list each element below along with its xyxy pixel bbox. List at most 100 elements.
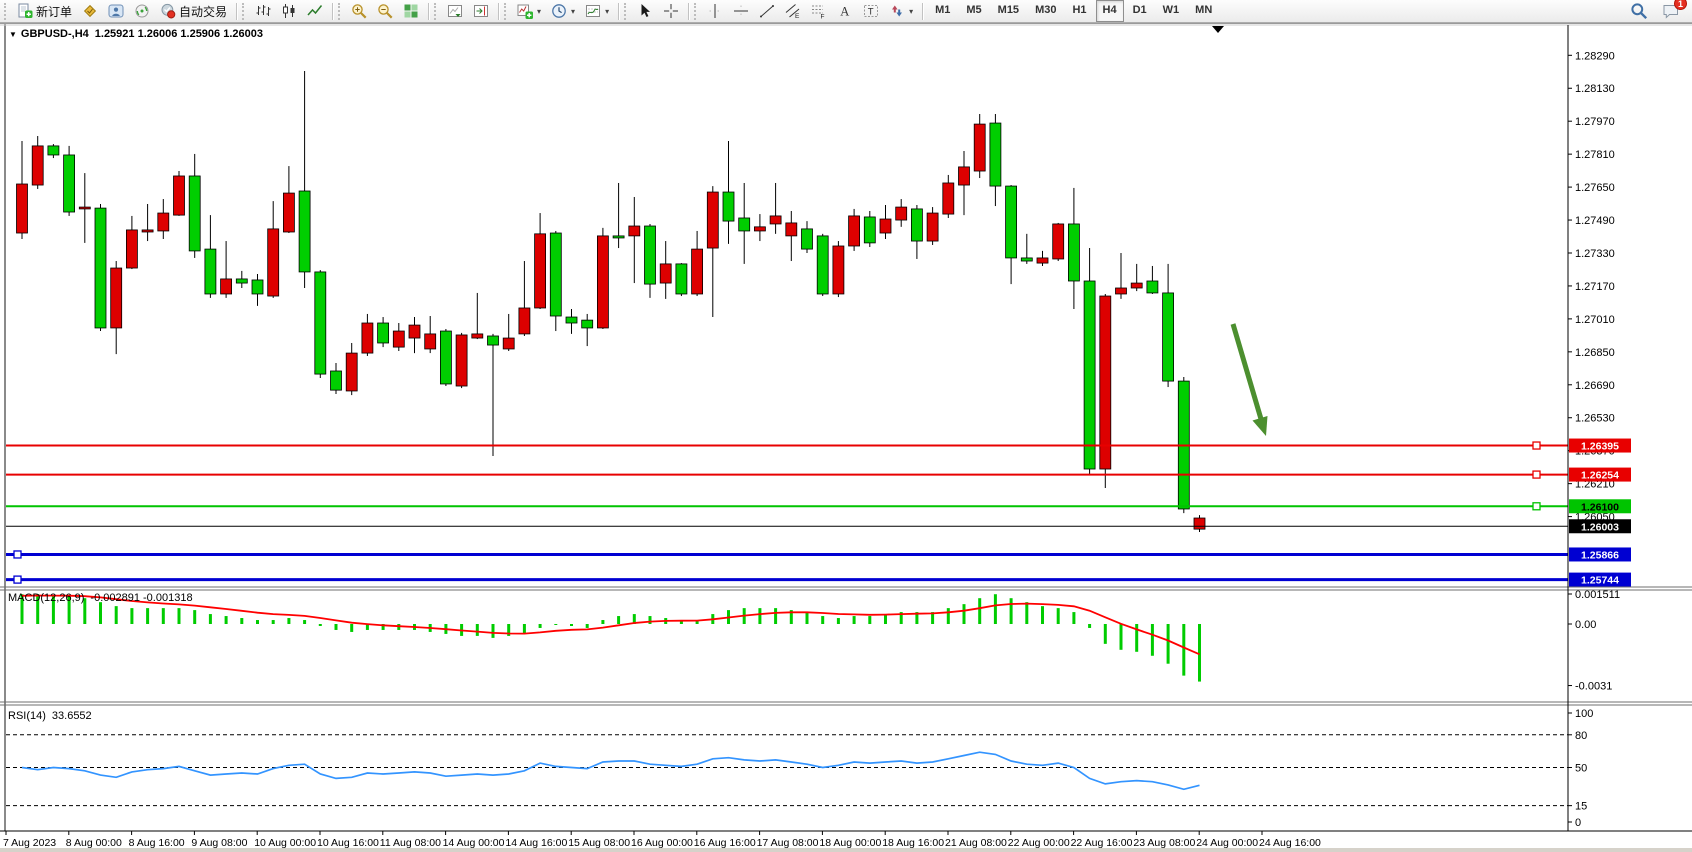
- arrows-button[interactable]: ▾: [884, 0, 918, 22]
- horizontal-line-1.26100[interactable]: 1.26100: [6, 499, 1631, 514]
- symbol-dropdown-icon[interactable]: [9, 30, 17, 39]
- candle: [1115, 252, 1127, 299]
- macd-histogram-bar: [789, 610, 793, 624]
- signals-button[interactable]: [129, 0, 155, 22]
- equidistant-channel-button[interactable]: E: [780, 0, 806, 22]
- candle: [973, 113, 986, 179]
- toolbar-grip[interactable]: [4, 2, 9, 20]
- timeframe-m1-button[interactable]: M1: [935, 4, 951, 16]
- line-handle[interactable]: [1532, 470, 1541, 479]
- trendline-button[interactable]: [754, 0, 780, 22]
- chevron-down-icon[interactable]: ▾: [537, 6, 542, 16]
- window-bottom-edge: [0, 848, 1692, 852]
- chart-shift-marker[interactable]: [1212, 26, 1224, 33]
- trend-arrow[interactable]: [1230, 323, 1268, 436]
- autotrade-button[interactable]: 自动交易: [155, 0, 232, 22]
- candle: [47, 144, 60, 159]
- timeframe-m15-button[interactable]: M15: [997, 4, 1020, 16]
- horizontal-line-button[interactable]: [728, 0, 754, 22]
- candle-body: [188, 175, 201, 252]
- horizontal-line-1.25744[interactable]: 1.25744: [6, 572, 1631, 587]
- toolbar-grip[interactable]: [694, 2, 699, 20]
- time-tick-label: 16 Aug 00:00: [631, 837, 693, 849]
- macd-histogram-bar: [1103, 624, 1107, 644]
- timeframe-m5-button[interactable]: M5: [966, 4, 982, 16]
- candle-body: [534, 233, 546, 309]
- symbol-ohlc-label[interactable]: GBPUSD-,H4 1.25921 1.26006 1.25906 1.2600…: [9, 28, 269, 40]
- horizontal-line-1.26003[interactable]: 1.26003: [6, 519, 1631, 534]
- horizontal-line-1.26254[interactable]: 1.26254: [6, 467, 1631, 482]
- cursor-icon: [637, 3, 653, 19]
- line-handle[interactable]: [1532, 502, 1541, 511]
- candlestick-button[interactable]: [276, 0, 302, 22]
- timeframe-h1-button[interactable]: H1: [1072, 4, 1087, 16]
- chevron-down-icon[interactable]: ▾: [605, 6, 610, 16]
- clock-icon: [551, 3, 567, 19]
- time-tick-label: 15 Aug 08:00: [568, 837, 630, 849]
- fibonacci-button[interactable]: F: [806, 0, 832, 22]
- rsi-line: [21, 751, 1200, 791]
- timeframe-m30-button[interactable]: M30: [1035, 4, 1057, 16]
- autotrade-icon: [160, 3, 176, 19]
- templates-button[interactable]: ▾: [580, 0, 614, 22]
- toolbar-grip[interactable]: [242, 2, 247, 20]
- toolbar-grip[interactable]: [434, 2, 439, 20]
- charts-button[interactable]: [77, 0, 103, 22]
- price-badge: [1569, 547, 1631, 562]
- line-handle[interactable]: [13, 575, 22, 584]
- chart-canvas[interactable]: 1.28290 1.28130 1.27970 1.27810 1.27650 1.274…: [0, 24, 1692, 852]
- price-badge-label: 1.26254: [1581, 470, 1619, 482]
- chart-shift-button[interactable]: [468, 0, 494, 22]
- zoom-in-button[interactable]: [346, 0, 372, 22]
- timeframe-mn-button[interactable]: MN: [1195, 4, 1213, 16]
- indicators-button[interactable]: ▾: [512, 0, 546, 22]
- periods-button[interactable]: ▾: [546, 0, 580, 22]
- candle-body: [738, 217, 751, 232]
- time-tick-label: 23 Aug 08:00: [1133, 837, 1195, 849]
- macd-histogram-bar: [1198, 624, 1201, 682]
- candle-body: [1099, 295, 1112, 470]
- time-tick-label: 18 Aug 00:00: [819, 837, 881, 849]
- horizontal-line-1.26395[interactable]: 1.26395: [6, 438, 1631, 453]
- macd-histogram-bar: [632, 614, 636, 624]
- candle-body: [94, 207, 107, 329]
- timeframe-w1-button[interactable]: W1: [1162, 4, 1180, 16]
- vertical-line-button[interactable]: [702, 0, 728, 22]
- zoom-out-button[interactable]: [372, 0, 398, 22]
- candle-body: [989, 122, 1002, 187]
- horizontal-line-1.25866[interactable]: 1.25866: [6, 547, 1631, 562]
- chevron-down-icon[interactable]: ▾: [909, 6, 914, 16]
- price-tick-label: 1.27650: [1575, 182, 1615, 194]
- text-label-button[interactable]: T: [858, 0, 884, 22]
- toolbar-grip[interactable]: [338, 2, 343, 20]
- toolbar-grip[interactable]: [624, 2, 629, 20]
- chart-background[interactable]: [0, 24, 1692, 852]
- candle: [188, 153, 201, 258]
- auto-scroll-button[interactable]: [442, 0, 468, 22]
- timeframe-h4-button[interactable]: H4: [1095, 0, 1124, 22]
- notifications-button[interactable]: 1: [1662, 0, 1687, 20]
- line-handle[interactable]: [1532, 441, 1541, 450]
- line-chart-button[interactable]: [302, 0, 328, 22]
- chart-window[interactable]: 1.28290 1.28130 1.27970 1.27810 1.27650 1.274…: [0, 23, 1692, 852]
- arrow-shaft[interactable]: [1230, 323, 1264, 420]
- price-badge: [1569, 467, 1631, 482]
- cursor-button[interactable]: [632, 0, 658, 22]
- text-button[interactable]: A: [832, 0, 858, 22]
- toolbar-grip[interactable]: [504, 2, 509, 20]
- line-handle[interactable]: [13, 550, 22, 559]
- candle-body: [785, 222, 798, 237]
- tile-windows-button[interactable]: [398, 0, 424, 22]
- timeframe-d1-button[interactable]: D1: [1132, 4, 1147, 16]
- market-watch-button[interactable]: [103, 0, 129, 22]
- candle: [1005, 185, 1017, 285]
- price-tick-label: 1.27170: [1575, 281, 1615, 293]
- candle-body: [628, 225, 641, 237]
- candle-body: [1005, 185, 1017, 259]
- time-tick-label: 18 Aug 16:00: [882, 837, 944, 849]
- chevron-down-icon[interactable]: ▾: [571, 6, 576, 16]
- new-order-button[interactable]: 新订单: [12, 0, 77, 22]
- bar-chart-button[interactable]: [250, 0, 276, 22]
- search-button[interactable]: [1630, 2, 1648, 20]
- crosshair-button[interactable]: [658, 0, 684, 22]
